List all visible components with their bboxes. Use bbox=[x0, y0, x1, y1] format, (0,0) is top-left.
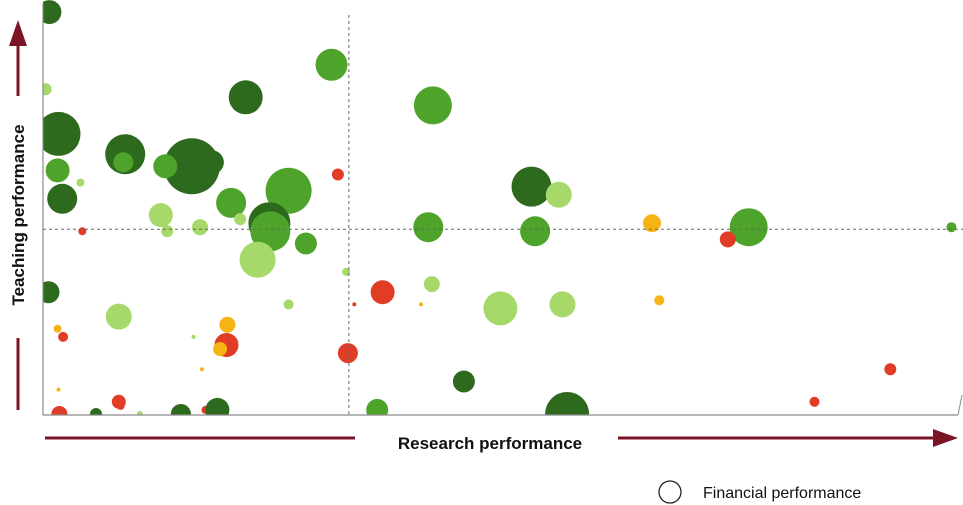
data-point-17 bbox=[47, 183, 78, 214]
data-point-32 bbox=[719, 231, 736, 248]
data-point-11 bbox=[45, 158, 70, 183]
data-point-53 bbox=[452, 370, 475, 393]
data-point-36 bbox=[370, 280, 395, 305]
y-axis-title: Teaching performance bbox=[9, 124, 28, 305]
data-point-34 bbox=[342, 267, 351, 276]
data-point-43 bbox=[105, 303, 132, 330]
data-point-64 bbox=[205, 397, 230, 415]
data-point-47 bbox=[191, 334, 196, 339]
data-point-28 bbox=[78, 227, 87, 236]
data-point-10 bbox=[153, 154, 178, 179]
data-point-38 bbox=[483, 291, 518, 326]
labels: Research performance Teaching performanc… bbox=[9, 124, 861, 504]
data-point-42 bbox=[419, 302, 423, 307]
data-point-5 bbox=[43, 111, 81, 156]
data-point-7 bbox=[113, 152, 134, 173]
data-point-22 bbox=[250, 211, 291, 252]
data-point-52 bbox=[199, 367, 204, 372]
data-point-59 bbox=[51, 406, 68, 415]
data-point-14 bbox=[265, 167, 312, 214]
data-point-51 bbox=[352, 302, 357, 307]
data-point-4 bbox=[413, 86, 452, 125]
data-point-20 bbox=[234, 213, 247, 226]
axes bbox=[9, 4, 963, 447]
data-point-25 bbox=[643, 214, 661, 233]
data-point-60 bbox=[90, 408, 102, 415]
legend-label: Financial performance bbox=[703, 485, 861, 502]
data-point-19 bbox=[148, 203, 173, 228]
data-point-44 bbox=[53, 324, 62, 333]
data-point-57 bbox=[116, 401, 125, 410]
data-point-15 bbox=[511, 166, 552, 207]
data-point-65 bbox=[366, 398, 389, 415]
x-axis-title: Research performance bbox=[398, 434, 582, 453]
data-points bbox=[43, 0, 957, 415]
data-point-13 bbox=[331, 168, 344, 181]
data-point-61 bbox=[136, 411, 143, 415]
data-point-45 bbox=[58, 331, 69, 342]
data-point-27 bbox=[946, 222, 957, 233]
data-point-2 bbox=[43, 83, 52, 96]
y-axis-arrow-head bbox=[9, 20, 27, 46]
data-point-16 bbox=[545, 181, 572, 208]
data-point-41 bbox=[283, 299, 294, 310]
data-point-3 bbox=[228, 80, 263, 115]
data-point-24 bbox=[520, 216, 551, 247]
data-point-39 bbox=[549, 291, 576, 318]
data-point-49 bbox=[213, 342, 228, 356]
data-point-0 bbox=[43, 0, 62, 25]
data-point-55 bbox=[56, 387, 61, 392]
data-point-30 bbox=[192, 219, 208, 236]
data-point-12 bbox=[76, 178, 85, 187]
data-point-66 bbox=[545, 392, 590, 415]
data-point-46 bbox=[219, 316, 236, 333]
data-point-26 bbox=[729, 208, 768, 247]
data-point-62 bbox=[170, 404, 191, 415]
data-point-1 bbox=[315, 48, 348, 81]
data-point-9 bbox=[199, 150, 224, 175]
data-point-58 bbox=[809, 396, 820, 407]
data-point-31 bbox=[294, 232, 317, 255]
data-point-33 bbox=[239, 241, 276, 278]
data-point-23 bbox=[413, 212, 444, 243]
data-point-29 bbox=[161, 225, 174, 238]
data-point-37 bbox=[423, 276, 440, 293]
legend-marker-open-circle bbox=[658, 480, 682, 504]
data-point-18 bbox=[216, 187, 247, 218]
data-point-35 bbox=[43, 281, 60, 304]
data-point-40 bbox=[654, 295, 665, 306]
x-axis-arrow-head bbox=[933, 429, 958, 447]
data-point-54 bbox=[884, 363, 897, 376]
data-point-50 bbox=[337, 343, 358, 364]
axis-corner-tick bbox=[957, 394, 963, 416]
